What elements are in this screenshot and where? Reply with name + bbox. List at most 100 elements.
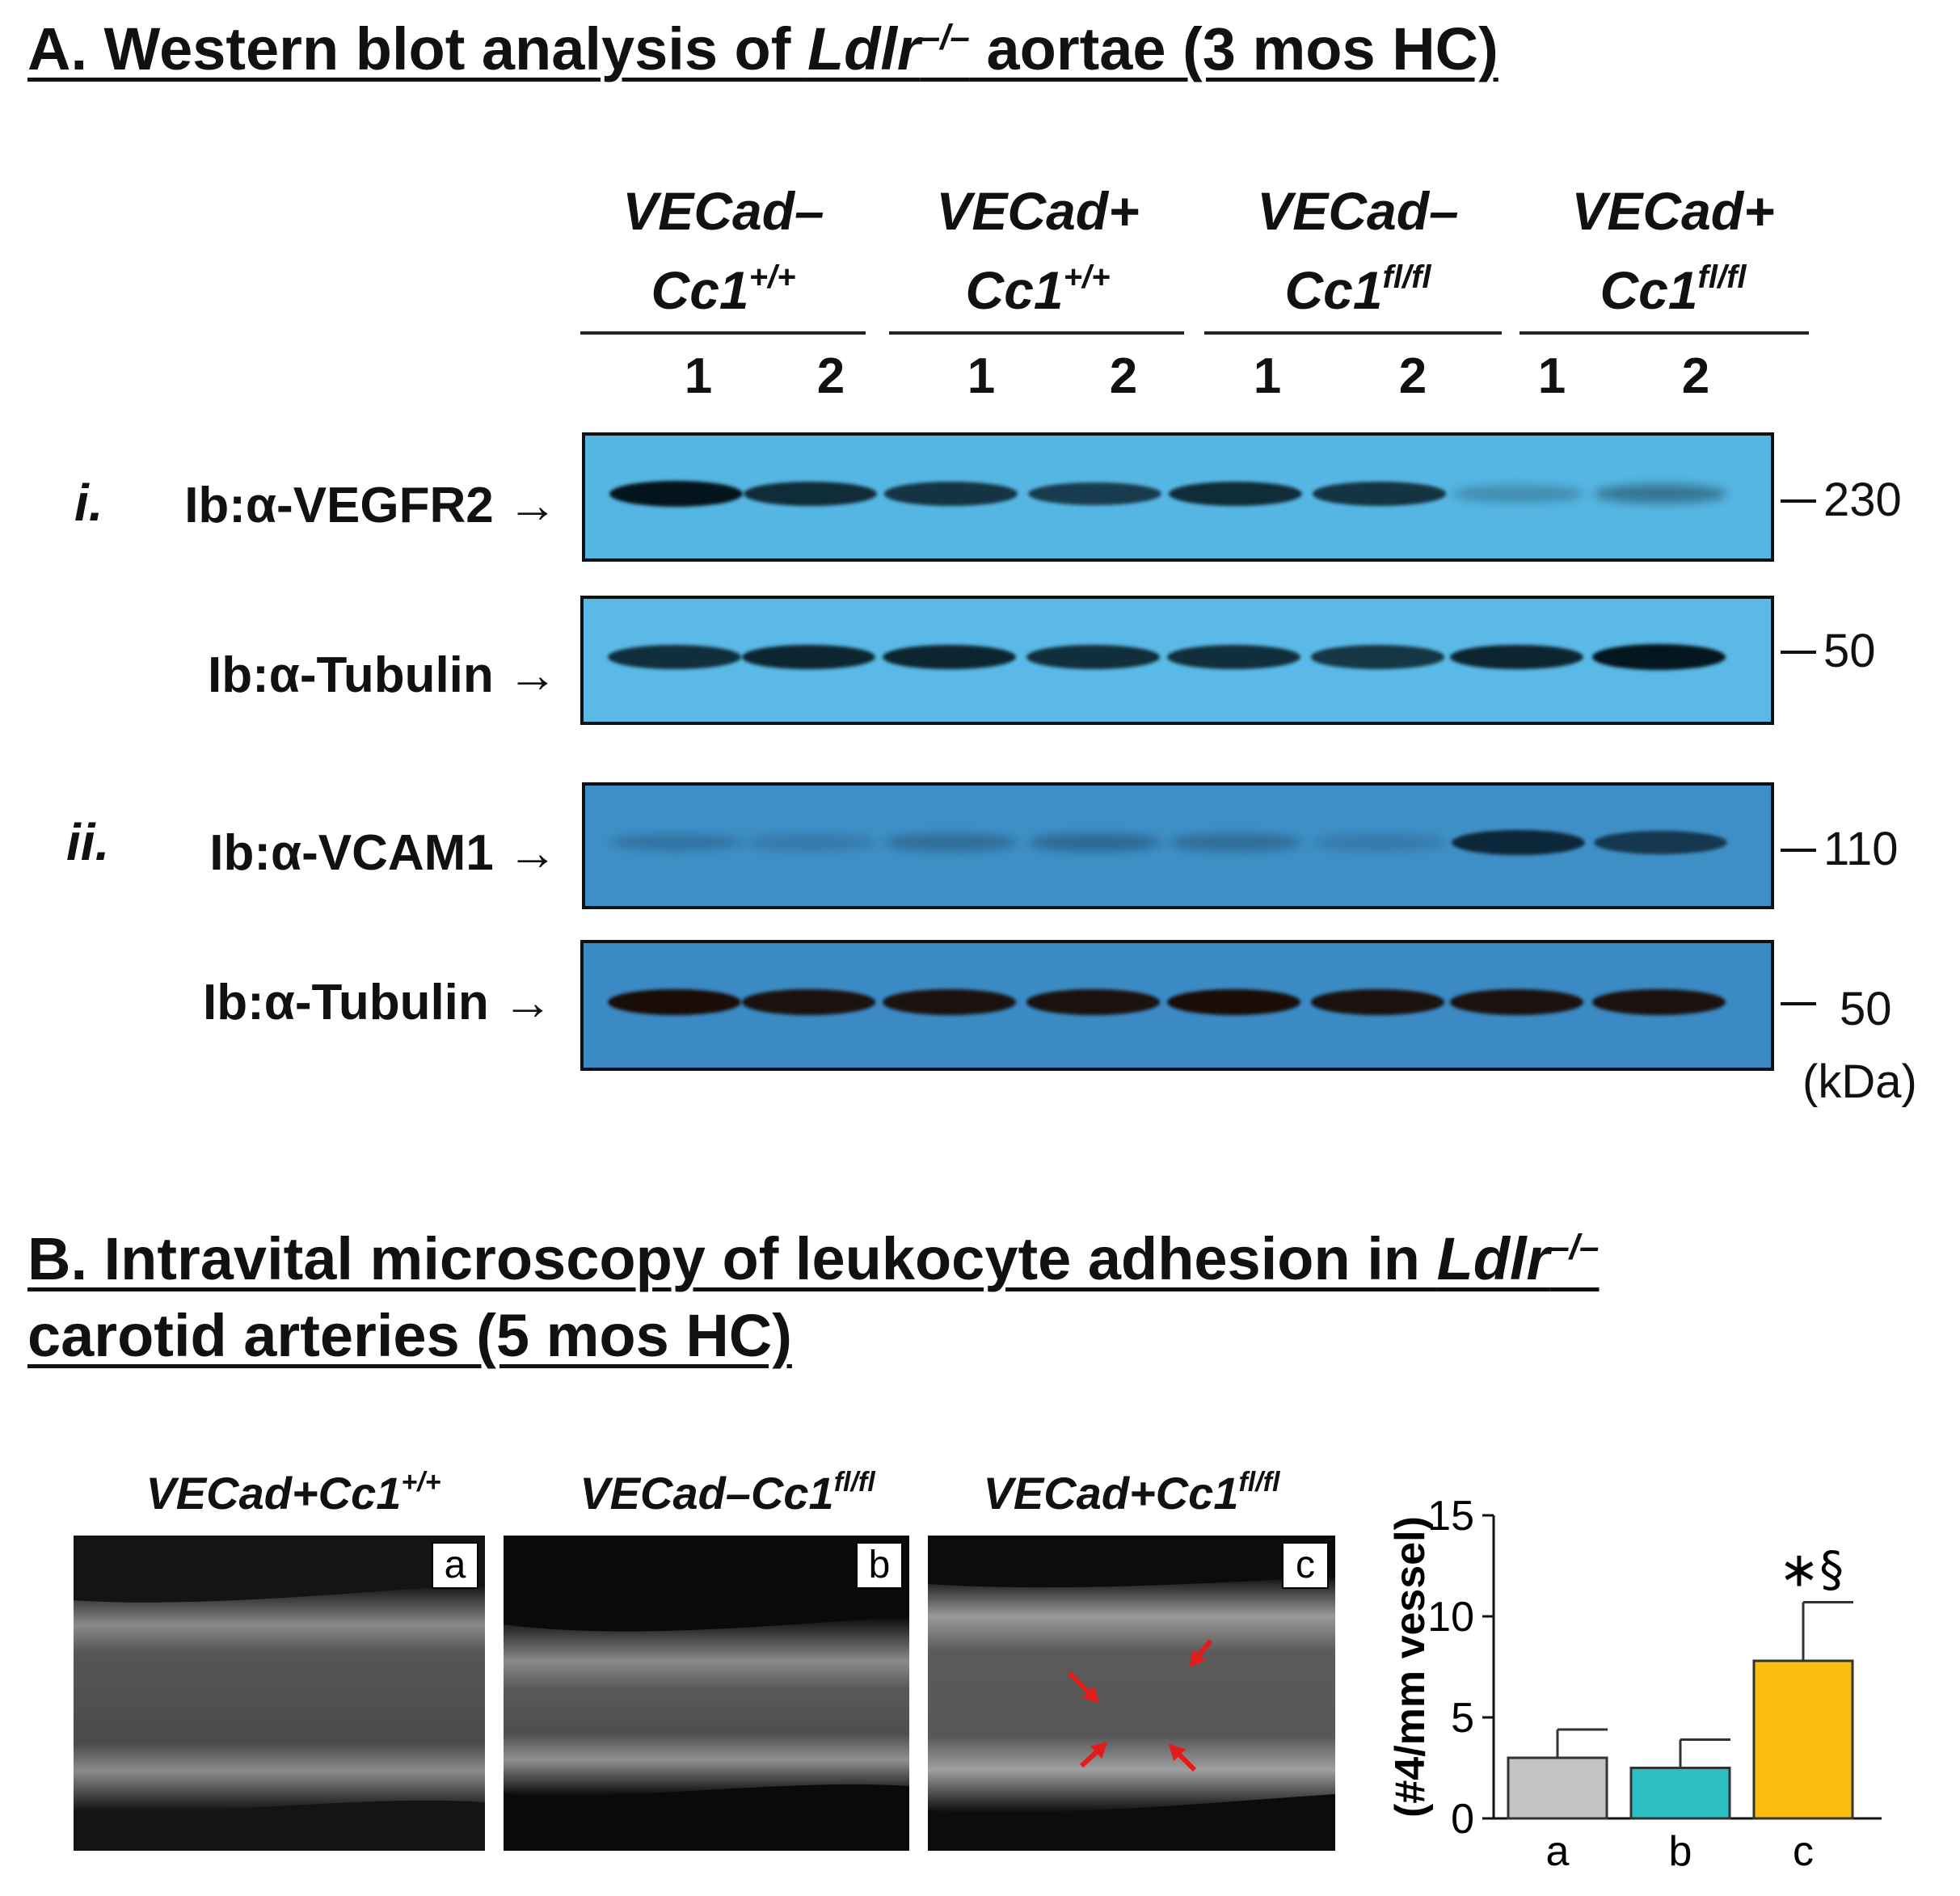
group-3-base: Cc1 — [1284, 260, 1383, 320]
bar-c — [1752, 1659, 1854, 1820]
blot-band — [1452, 485, 1585, 503]
panel-a-title: A. Western blot analysis of Ldlr–/– aort… — [27, 15, 1498, 83]
group-2-sup: +/+ — [1063, 259, 1111, 295]
panel-b-title-gene-sup: –/– — [1549, 1227, 1600, 1267]
section-i-label: i. — [74, 474, 103, 532]
red-arrowhead — [1090, 1742, 1108, 1759]
y-tick-label: 10 — [1427, 1594, 1474, 1641]
mw-label-110: 110 — [1823, 823, 1899, 875]
blot-vegfr2 — [582, 432, 1774, 562]
group-header-1: VECad– Cc1+/+ — [578, 178, 869, 323]
micro-title-base: VECad+Cc1 — [145, 1468, 402, 1519]
group-underline-2 — [889, 331, 1184, 335]
mw-tick — [1781, 651, 1816, 654]
group-underline-4 — [1520, 331, 1809, 335]
microscopy-image-a: a — [74, 1536, 485, 1851]
bar-chart: 0 5 10 15(#4/mm vessel) a b c ∗§ — [1387, 1493, 1882, 1875]
lane-number: 1 — [1537, 348, 1566, 404]
image-letter-b: b — [856, 1542, 903, 1589]
blot-band — [742, 644, 875, 670]
microscopy-image-c: c — [928, 1536, 1335, 1851]
panel-b-title-line1: B. Intravital microscopy of leukocyte ad… — [27, 1224, 1600, 1293]
blot-band — [1450, 989, 1583, 1015]
group-header-2: VECad+ Cc1+/+ — [892, 178, 1183, 323]
blot-band — [1452, 829, 1585, 856]
blot-band — [1313, 482, 1446, 506]
red-arrowhead — [1168, 1743, 1187, 1762]
group-1-sup: +/+ — [748, 259, 796, 295]
blot-band — [1169, 833, 1302, 852]
blot-band — [1450, 644, 1583, 670]
arrow-icon: → — [508, 478, 558, 533]
mw-label-50: 50 — [1840, 983, 1892, 1035]
microscopy-image-b: b — [504, 1536, 909, 1851]
x-tick-label: a — [1546, 1828, 1570, 1875]
group-4-sup: fl/fl — [1697, 259, 1747, 295]
panel-a-title-gene: Ldlr — [807, 15, 921, 82]
blot-band — [1026, 645, 1160, 669]
blot-band — [1028, 833, 1161, 852]
group-header-3: VECad– Cc1fl/fl — [1212, 178, 1503, 323]
lane-number: 2 — [1398, 348, 1427, 404]
blot-band — [1026, 989, 1160, 1015]
bar-b — [1629, 1767, 1731, 1820]
blot-band — [744, 834, 877, 851]
group-1-line1: VECad– — [622, 181, 824, 241]
panel-b-title-prefix: B. Intravital microscopy of leukocyte ad… — [27, 1225, 1437, 1292]
lane-number: 1 — [1253, 348, 1282, 404]
group-1-line2: Cc1+/+ — [578, 244, 869, 323]
blot-band — [609, 481, 743, 507]
lane-number: 2 — [1681, 348, 1710, 404]
lane-number: 2 — [816, 348, 845, 404]
blot-band — [609, 833, 743, 852]
blot-label-tubulin-2: Ib:α-Tubulin → — [68, 974, 553, 1031]
micro-title-sup: fl/fl — [1238, 1467, 1280, 1498]
micro-title-base: VECad–Cc1 — [580, 1468, 834, 1519]
blot-band — [884, 833, 1018, 852]
arrow-icon: → — [503, 975, 553, 1030]
blot-label-vcam1: Ib:α-VCAM1 → — [73, 824, 558, 882]
blot-label-vegfr2: Ib:α-VEGFR2 → — [73, 477, 558, 534]
micro-title-a: VECad+Cc1+/+ — [83, 1467, 504, 1519]
group-1-base: Cc1 — [651, 260, 749, 320]
significance-marker: ∗§ — [1779, 1542, 1844, 1599]
micro-title-sup: +/+ — [401, 1467, 441, 1498]
vessel-image — [504, 1536, 909, 1851]
y-tick-label: 15 — [1427, 1493, 1474, 1540]
mw-tick — [1781, 1002, 1816, 1005]
group-underline-3 — [1204, 331, 1502, 335]
vessel-image — [74, 1536, 485, 1851]
group-4-base: Cc1 — [1600, 260, 1698, 320]
mw-label-50: 50 — [1823, 625, 1876, 677]
micro-title-sup: fl/fl — [833, 1467, 875, 1498]
mw-tick — [1781, 499, 1816, 503]
blot-band — [883, 989, 1016, 1015]
blot-label-text: Ib:α-VEGFR2 — [184, 478, 494, 533]
panel-a-title-suffix: aortae (3 mos HC) — [969, 15, 1498, 82]
blot-label-text: Ib:α-Tubulin — [203, 975, 489, 1030]
blot-band — [1592, 644, 1726, 670]
x-tick-label: b — [1669, 1828, 1692, 1875]
arrow-icon: → — [508, 825, 558, 881]
blot-band — [742, 989, 875, 1015]
lane-number: 1 — [684, 348, 713, 404]
panel-a-title-gene-sup: –/– — [920, 17, 970, 57]
x-tick-label: c — [1793, 1828, 1814, 1875]
red-arrowhead — [1189, 1650, 1207, 1667]
blot-band — [883, 644, 1016, 670]
blot-band — [1311, 645, 1444, 669]
section-ii-label: ii. — [66, 813, 110, 871]
image-letter-c: c — [1282, 1542, 1329, 1589]
blot-band — [608, 645, 741, 669]
y-tick-label: 0 — [1451, 1796, 1474, 1843]
blot-band — [744, 482, 877, 506]
group-4-line1: VECad+ — [1571, 181, 1775, 241]
blot-band — [1167, 989, 1300, 1015]
micro-title-base: VECad+Cc1 — [983, 1468, 1239, 1519]
micro-title-b: VECad–Cc1fl/fl — [517, 1467, 938, 1519]
blot-band — [1311, 989, 1444, 1015]
group-header-4: VECad+ Cc1fl/fl — [1528, 178, 1819, 323]
panel-a-title-prefix: A. Western blot analysis of — [27, 15, 807, 82]
vessel-image — [928, 1536, 1335, 1851]
red-arrowhead — [1081, 1685, 1100, 1704]
